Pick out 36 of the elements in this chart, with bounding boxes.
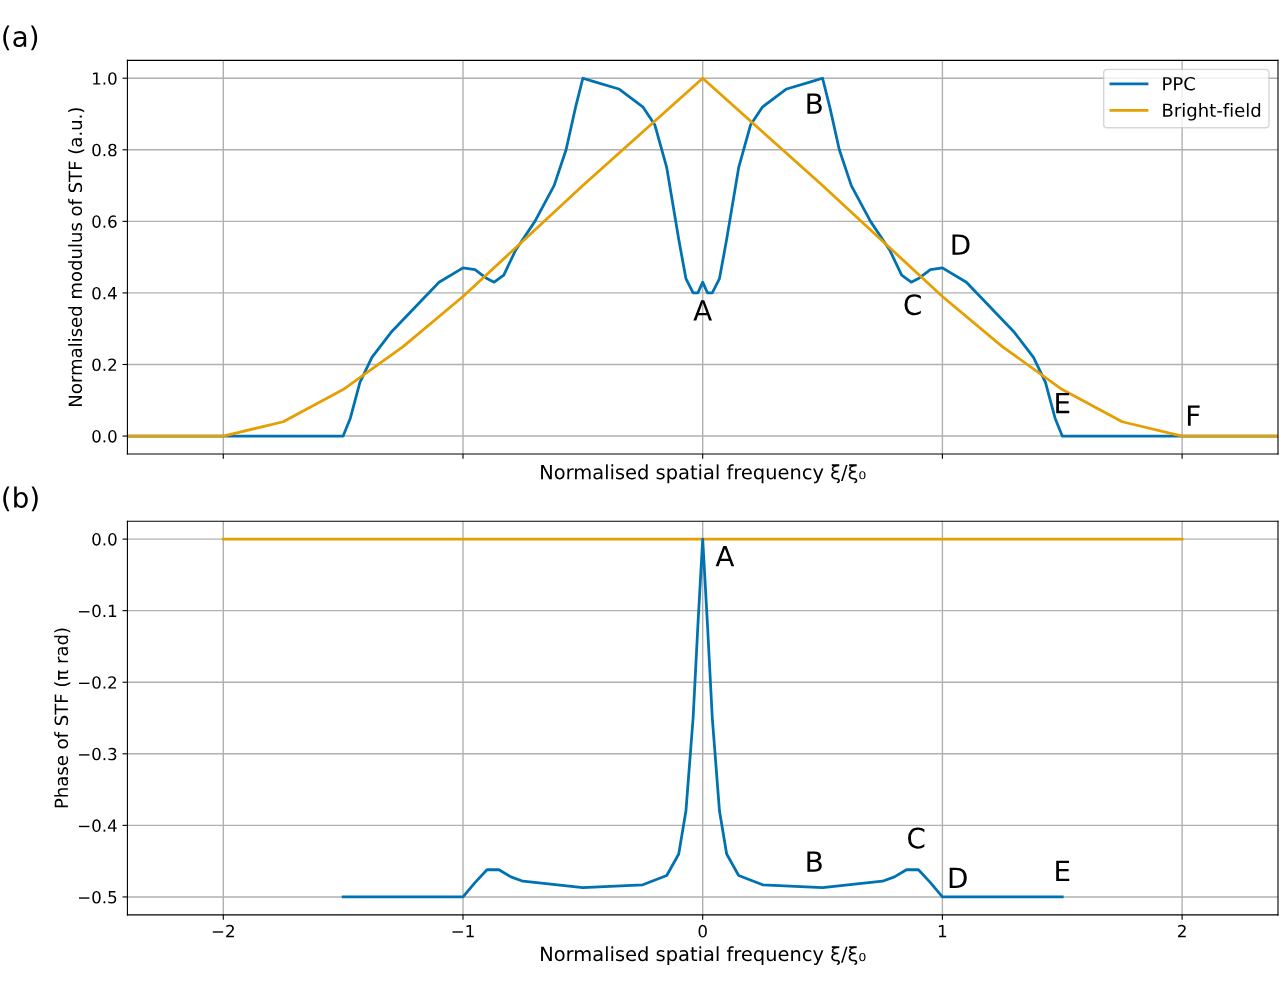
x-tick-label: 2 — [1178, 924, 1186, 938]
y-tick-label: −0.3 — [78, 747, 117, 761]
text: (b) — [3, 486, 38, 512]
legend-label: PPC — [1163, 76, 1195, 91]
annotation: A — [693, 300, 712, 321]
text: (a) — [3, 25, 38, 51]
annotation: D — [952, 234, 970, 255]
y-tick-label: 0.0 — [92, 533, 117, 546]
y-tick-label: 0.2 — [92, 358, 117, 372]
annotation: E — [1056, 392, 1070, 414]
annotation: A — [715, 545, 735, 567]
annotation: B — [807, 93, 822, 114]
x-tick-label: −1 — [452, 925, 474, 938]
y-tick-label: −0.5 — [78, 890, 117, 904]
y-tick-label: 0.8 — [92, 143, 117, 157]
annotation: E — [1056, 860, 1070, 881]
annotation: D — [949, 867, 967, 888]
y-tick-label: −0.2 — [78, 676, 117, 689]
y-axis-title: Phase of STF (π rad) — [54, 628, 71, 808]
y-tick-label: 0.0 — [92, 430, 117, 443]
x-axis-title: Normalised spatial frequency ξ/ξ₀ — [541, 946, 866, 966]
annotation: B — [807, 851, 822, 872]
x-tick-label: 0 — [698, 924, 707, 938]
annotation: C — [908, 827, 925, 849]
y-tick-label: 1.0 — [93, 72, 117, 85]
legend-label: Bright-field — [1163, 103, 1261, 121]
x-axis-title: Normalised spatial frequency ξ/ξ₀ — [541, 464, 866, 484]
x-tick-label: 1 — [938, 925, 947, 938]
y-tick-label: 0.6 — [92, 215, 117, 228]
x-tick-label: −2 — [212, 924, 234, 938]
y-axis-title: Normalised modulus of STF (a.u.) — [68, 108, 85, 406]
annotation: F — [1187, 405, 1200, 426]
y-tick-label: 0.4 — [92, 286, 117, 300]
annotation: C — [904, 294, 921, 316]
y-tick-label: −0.1 — [78, 604, 117, 618]
y-tick-label: −0.4 — [78, 819, 117, 832]
